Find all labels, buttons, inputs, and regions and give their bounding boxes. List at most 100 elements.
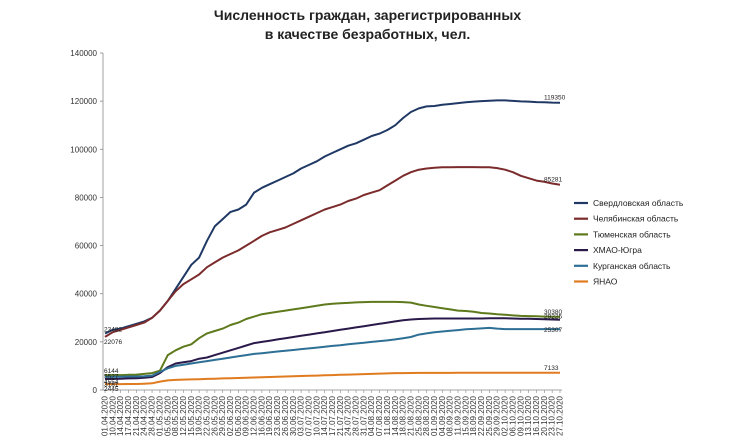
x-tick-label: 21.04.2020	[132, 395, 141, 436]
series-line-1	[104, 166, 561, 338]
y-tick-label: 20000	[75, 338, 98, 347]
x-tick-label: 05.06.2020	[234, 395, 243, 436]
x-tick-label: 18.08.2020	[399, 395, 408, 436]
x-tick-label: 28.04.2020	[148, 395, 157, 436]
legend: Свердловская область Челябинская область Т…	[574, 198, 684, 287]
x-tick-label: 25.08.2020	[414, 395, 423, 436]
x-tick-label: 10.04.2020	[108, 395, 117, 436]
x-tick-label: 03.07.2020	[297, 395, 306, 436]
y-tick-label: 80000	[75, 193, 98, 202]
x-tick-label: 22.05.2020	[202, 395, 211, 436]
y-tick-label: 100000	[70, 145, 97, 154]
x-tick-label: 08.05.2020	[171, 395, 180, 436]
legend-label: ХМАО-Югра	[593, 245, 642, 255]
x-tick-label: 01.04.2020	[101, 395, 110, 436]
x-tick-label: 24.07.2020	[344, 395, 353, 436]
series-start-label: 23482	[104, 326, 122, 333]
x-tick-label: 01.09.2020	[430, 395, 439, 436]
x-tick-label: 05.05.2020	[163, 395, 172, 436]
x-tick-label: 25.09.2020	[485, 395, 494, 436]
series-end-label: 7133	[544, 365, 559, 372]
legend-label: Челябинская область	[593, 214, 679, 224]
x-tick-label: 15.05.2020	[187, 395, 196, 436]
x-tick-label: 11.09.2020	[454, 395, 463, 435]
x-tick-label: 22.09.2020	[477, 395, 486, 436]
x-tick-label: 23.06.2020	[273, 395, 282, 436]
y-tick-label: 0	[93, 386, 98, 395]
x-tick-label: 16.06.2020	[257, 395, 266, 436]
x-tick-label: 29.05.2020	[218, 395, 227, 436]
series-end-label: 25307	[544, 327, 562, 334]
x-tick-label: 13.10.2020	[524, 395, 533, 436]
x-tick-label: 12.06.2020	[250, 395, 259, 436]
x-tick-label: 02.10.2020	[501, 395, 510, 436]
series-line-2	[104, 300, 561, 377]
x-tick-label: 04.08.2020	[367, 395, 376, 436]
legend-label: ЯНАО	[593, 277, 618, 287]
x-tick-label: 07.08.2020	[375, 395, 384, 436]
series-start-label: 6144	[104, 368, 119, 375]
series-start-label: 5527	[104, 374, 119, 381]
series-start-label: 4554	[104, 379, 119, 386]
series-line-5	[105, 371, 560, 386]
x-tick-label: 14.08.2020	[391, 395, 400, 436]
y-tick-label: 60000	[75, 242, 98, 251]
x-tick-label: 14.07.2020	[320, 395, 329, 436]
chart-title-line-1: Численность граждан, зарегистрированных	[213, 7, 522, 23]
x-tick-label: 09.06.2020	[242, 395, 251, 436]
x-tick-label: 27.10.2020	[556, 395, 565, 436]
y-tick-label: 140000	[70, 49, 97, 58]
x-tick-label: 28.07.2020	[352, 395, 361, 436]
series-start-label: 22076	[104, 339, 122, 346]
x-tick-label: 24.04.2020	[140, 395, 149, 436]
x-tick-label: 10.07.2020	[312, 395, 321, 436]
x-tick-label: 15.09.2020	[461, 395, 470, 436]
x-tick-label: 31.07.2020	[359, 395, 368, 436]
series-end-label: 85281	[544, 177, 562, 184]
x-tick-label: 16.10.2020	[532, 395, 541, 436]
legend-label: Свердловская область	[593, 198, 684, 208]
series-line-0	[104, 99, 561, 335]
x-tick-label: 06.10.2020	[508, 395, 517, 436]
x-tick-label: 21.08.2020	[406, 395, 415, 436]
series-lines	[104, 99, 561, 386]
x-tick-label: 17.07.2020	[328, 395, 337, 436]
x-tick-label: 04.09.2020	[438, 395, 447, 436]
x-tick-label: 08.09.2020	[446, 395, 455, 436]
y-tick-label: 120000	[70, 97, 97, 106]
x-tick-label: 30.06.2020	[289, 395, 298, 436]
legend-label: Курганская область	[593, 261, 671, 271]
x-tick-label: 19.06.2020	[265, 395, 274, 436]
series-line-3	[104, 317, 561, 380]
x-tick-label: 09.10.2020	[516, 395, 525, 436]
series-start-label: 2445	[104, 386, 119, 393]
x-tick-label: 26.05.2020	[210, 395, 219, 436]
chart-title: Численность граждан, зарегистрированных …	[0, 6, 735, 44]
x-tick-label: 20.10.2020	[540, 395, 549, 436]
x-tick-label: 07.07.2020	[304, 395, 313, 436]
x-tick-label: 17.04.2020	[124, 395, 133, 436]
x-tick-label: 29.09.2020	[493, 395, 502, 436]
x-tick-label: 19.05.2020	[195, 395, 204, 436]
x-tick-label: 11.08.2020	[383, 395, 392, 435]
x-tick-label: 12.05.2020	[179, 395, 188, 436]
legend-label: Тюменская область	[593, 229, 671, 239]
x-tick-label: 18.09.2020	[469, 395, 478, 436]
series-end-label: 119350	[544, 95, 566, 102]
x-tick-label: 01.05.2020	[155, 395, 164, 436]
x-tick-label: 02.06.2020	[226, 395, 235, 436]
chart-title-line-2: в качестве безработных, чел.	[264, 26, 471, 42]
y-tick-label: 40000	[75, 290, 98, 299]
x-tick-label: 23.10.2020	[548, 395, 557, 436]
x-tick-label: 28.08.2020	[422, 395, 431, 436]
series-end-label: 29225	[544, 314, 562, 321]
x-tick-label: 26.06.2020	[281, 395, 290, 436]
axes	[100, 52, 562, 393]
y-tick-labels: 0 20000 40000 60000 80000 100000 120000 140000	[70, 49, 97, 395]
series-line-4	[105, 326, 560, 378]
x-tick-label: 14.04.2020	[116, 395, 125, 436]
series-start-label: 3181	[104, 381, 119, 388]
x-tick-labels: 01.04.202010.04.202014.04.202017.04.2020…	[101, 395, 565, 436]
